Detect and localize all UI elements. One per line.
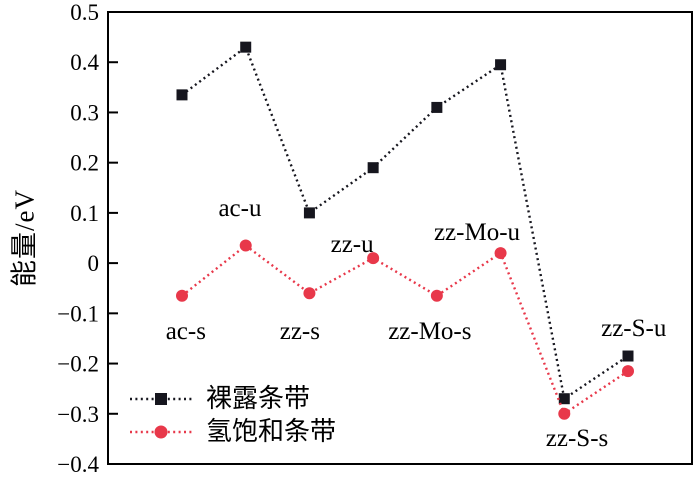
- svg-text:−0.3: −0.3: [57, 402, 99, 427]
- legend-item-bare-ribbon: 裸露条带: [128, 386, 336, 412]
- svg-text:0.5: 0.5: [70, 0, 99, 25]
- legend-label-saturated-ribbon: 氢饱和条带: [206, 417, 337, 446]
- svg-text:ac-s: ac-s: [166, 318, 206, 345]
- svg-text:zz-Mo-u: zz-Mo-u: [434, 219, 521, 246]
- legend-marker-saturated-ribbon: [130, 425, 192, 439]
- legend-item-saturated-ribbon: 氢饱和条带: [128, 419, 336, 445]
- svg-text:zz-S-s: zz-S-s: [546, 425, 608, 452]
- legend-marker-bare-ribbon: [130, 393, 192, 405]
- svg-text:0.2: 0.2: [70, 151, 99, 176]
- svg-text:−0.4: −0.4: [57, 452, 99, 477]
- svg-text:0.3: 0.3: [70, 100, 99, 125]
- svg-text:zz-S-u: zz-S-u: [601, 315, 667, 342]
- svg-text:zz-Mo-s: zz-Mo-s: [388, 318, 471, 345]
- svg-text:0.4: 0.4: [70, 50, 99, 75]
- svg-text:−0.1: −0.1: [57, 301, 99, 326]
- svg-text:ac-u: ac-u: [218, 195, 262, 222]
- y-axis-title: 能量/eV: [9, 189, 40, 287]
- svg-text:zz-s: zz-s: [280, 318, 320, 345]
- svg-text:zz-u: zz-u: [331, 231, 375, 258]
- svg-text:−0.2: −0.2: [57, 352, 99, 377]
- legend: 裸露条带 氢饱和条带: [128, 386, 336, 445]
- svg-text:0.1: 0.1: [70, 201, 99, 226]
- svg-text:0: 0: [88, 251, 100, 276]
- legend-label-bare-ribbon: 裸露条带: [206, 384, 311, 413]
